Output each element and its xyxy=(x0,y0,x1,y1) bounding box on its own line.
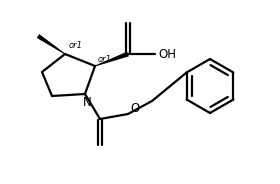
Text: N: N xyxy=(83,96,91,109)
Text: O: O xyxy=(130,102,139,114)
Text: or1: or1 xyxy=(69,40,83,49)
Text: OH: OH xyxy=(158,47,176,61)
Text: or1: or1 xyxy=(98,54,112,63)
Polygon shape xyxy=(37,34,65,54)
Polygon shape xyxy=(95,52,129,66)
